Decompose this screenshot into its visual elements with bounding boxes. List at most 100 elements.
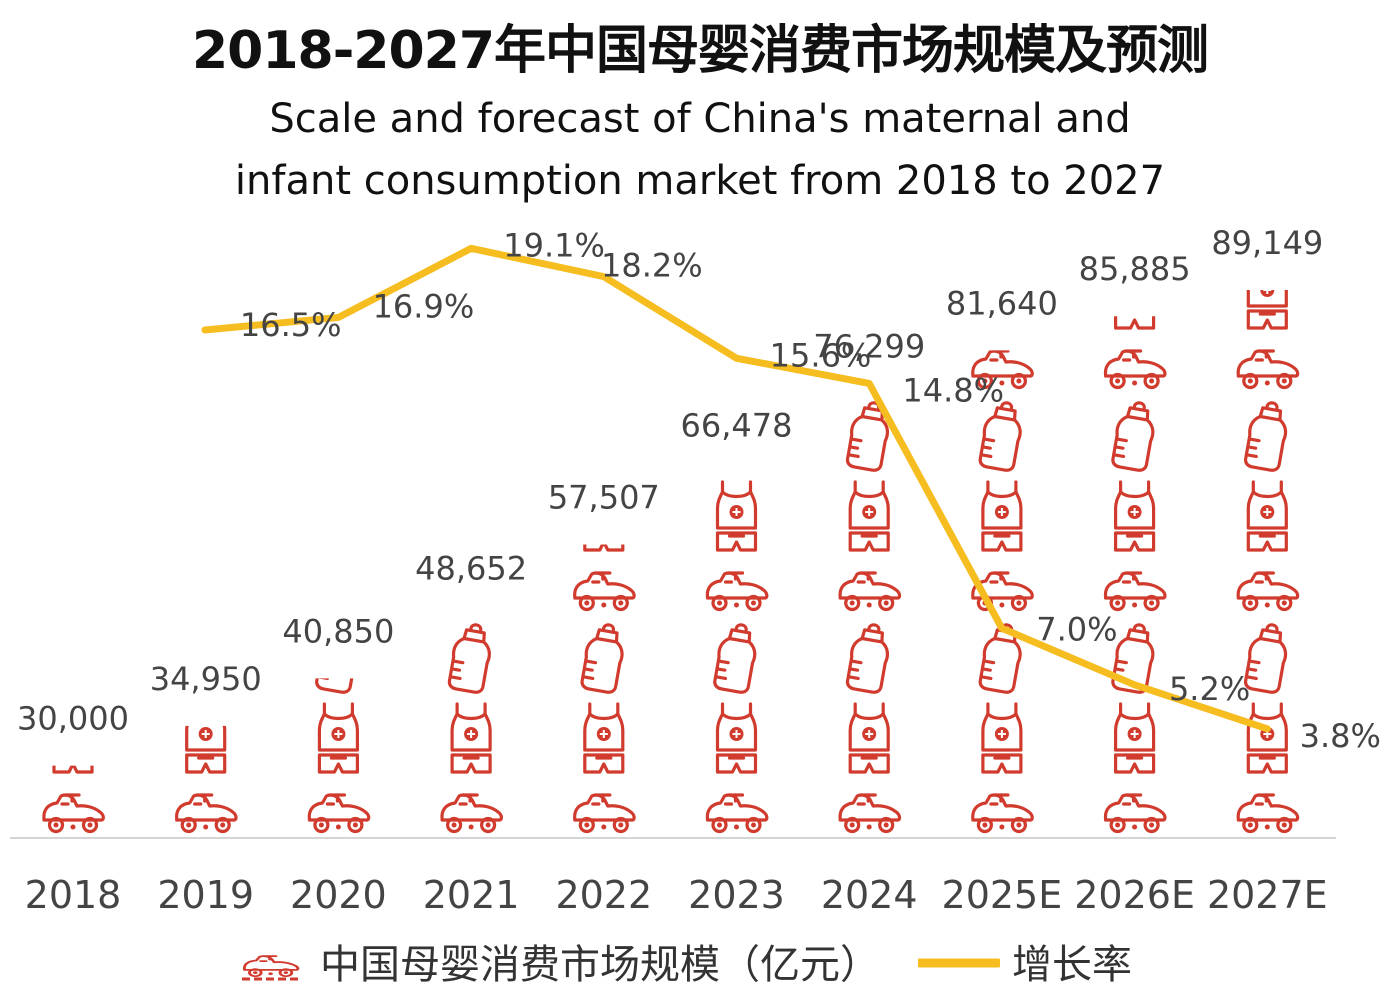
vest-icon — [981, 702, 1023, 774]
bar-value-labels: 30,000 34,950 40,850 48,652 57,507 66,478 76,2… — [17, 224, 1323, 738]
x-tick-2026E: 2026E — [1074, 873, 1195, 917]
bottle-icon — [445, 620, 496, 694]
legend-item-market-size[interactable]: 中国母婴消费市场规模（亿元） — [236, 932, 880, 990]
car-icon — [1103, 571, 1167, 612]
rate-point-2021[interactable] — [468, 245, 475, 252]
growth-rate-line — [201, 244, 1271, 733]
vest-icon — [185, 725, 227, 774]
car-icon — [1103, 793, 1167, 834]
car-icon — [42, 793, 105, 834]
rate-point-2022[interactable] — [600, 273, 607, 280]
rate-point-2025E[interactable] — [998, 625, 1005, 632]
rate-point-2024[interactable] — [866, 380, 873, 387]
car-icon — [307, 793, 371, 834]
x-tick-2025E: 2025E — [942, 873, 1063, 917]
vest-icon — [848, 702, 890, 774]
vest-icon — [583, 702, 625, 774]
rate-point-2023[interactable] — [733, 355, 740, 362]
rate-label-2022: 18.2% — [601, 247, 703, 285]
car-icon — [174, 793, 238, 834]
vest-icon — [1246, 702, 1288, 774]
x-tick-2020: 2020 — [290, 873, 387, 917]
legend-label-market-size: 中国母婴消费市场规模（亿元） — [320, 942, 880, 988]
x-tick-2018: 2018 — [25, 873, 122, 917]
rate-label-2021: 19.1% — [503, 226, 605, 264]
bar-2021[interactable] — [440, 482, 504, 834]
value-label-2025E: 81,640 — [946, 284, 1058, 322]
vest-icon — [1113, 480, 1156, 552]
rate-point-2020[interactable] — [335, 314, 342, 321]
rate-point-2027E[interactable] — [1264, 725, 1271, 732]
car-icon — [838, 571, 902, 612]
growth-rate-labels: 16.5% 16.9% 19.1%18.2% 15.6% 14.8% 7.0% 5.2% 3.… — [240, 226, 1381, 754]
legend-toy-car-icon — [242, 954, 302, 981]
value-label-2021: 48,652 — [415, 550, 527, 588]
car-icon — [309, 573, 368, 610]
vest-icon — [1246, 480, 1288, 552]
vest-icon — [981, 480, 1023, 552]
value-label-2027E: 89,149 — [1211, 224, 1323, 262]
value-label-2026E: 85,885 — [1079, 250, 1191, 288]
bottle-icon — [976, 398, 1027, 472]
bottle-icon — [49, 622, 96, 694]
vest-icon — [317, 702, 359, 774]
value-label-2018: 30,000 — [17, 700, 129, 738]
rate-point-2019[interactable] — [202, 327, 209, 333]
car-icon — [1236, 349, 1300, 390]
legend: 中国母婴消费市场规模（亿元） 增长率 — [0, 932, 1400, 988]
bottle-icon — [578, 620, 629, 694]
vest-icon — [848, 480, 890, 552]
bar-2019[interactable] — [174, 622, 238, 834]
car-icon — [971, 793, 1034, 834]
bottle-icon — [580, 400, 627, 472]
bottle-icon — [1242, 620, 1292, 694]
car-icon — [1236, 793, 1300, 834]
vest-icon — [452, 482, 490, 550]
car-icon — [440, 793, 504, 834]
legend-label-growth-rate: 增长率 — [1012, 942, 1132, 988]
value-label-2022: 57,507 — [548, 478, 660, 516]
x-tick-2019: 2019 — [157, 873, 254, 917]
bottle-icon — [843, 620, 894, 694]
x-tick-2023: 2023 — [688, 873, 785, 917]
vest-icon — [850, 260, 888, 328]
rate-label-2020: 16.9% — [373, 287, 475, 325]
bar-2025E[interactable] — [971, 260, 1034, 834]
legend-item-growth-rate[interactable]: 增长率 — [918, 932, 1132, 990]
vest-icon — [715, 480, 758, 552]
car-icon — [1103, 349, 1167, 390]
bottle-icon — [1242, 398, 1292, 472]
bar-2022[interactable] — [573, 400, 636, 834]
subtitle-line-2: infant consumption market from 2018 to 2… — [234, 158, 1166, 204]
x-tick-2024: 2024 — [821, 873, 918, 917]
car-icon — [573, 571, 636, 612]
growth-rate-polyline — [201, 244, 1271, 733]
value-label-2023: 66,478 — [681, 406, 793, 444]
vest-icon — [715, 702, 758, 774]
rate-label-2024: 14.8% — [902, 371, 1004, 409]
x-tick-labels: 2018 2019 2020 2021 2022 2023 2024 2025E 2026E 20… — [25, 873, 1328, 917]
x-tick-2027E: 2027E — [1207, 873, 1328, 917]
x-tick-2021: 2021 — [423, 873, 520, 917]
rate-point-2026E[interactable] — [1131, 681, 1138, 688]
car-icon — [838, 793, 902, 834]
value-label-2024: 76,299 — [813, 327, 925, 365]
vest-icon — [450, 702, 492, 774]
rate-label-2027E: 3.8% — [1300, 717, 1381, 755]
vest-icon — [1113, 702, 1156, 774]
car-icon — [705, 793, 769, 834]
rate-label-2023: 15.6% — [770, 336, 872, 374]
legend-line-swatch — [918, 958, 1000, 968]
car-icon — [1236, 571, 1300, 612]
value-label-2020: 40,850 — [282, 612, 394, 650]
rate-label-2025E: 7.0% — [1036, 610, 1117, 648]
chart-subtitle: Scale and forecast of China's maternal a… — [0, 88, 1400, 212]
bottle-icon — [1109, 398, 1160, 472]
bar-2027E[interactable] — [1236, 178, 1300, 834]
rate-label-2019: 16.5% — [240, 306, 342, 344]
vest-icon — [1246, 290, 1288, 330]
chart-title: 2018-2027年中国母婴消费市场规模及预测 — [191, 21, 1209, 81]
subtitle-line-1: Scale and forecast of China's maternal a… — [269, 96, 1131, 142]
car-icon — [705, 571, 769, 612]
